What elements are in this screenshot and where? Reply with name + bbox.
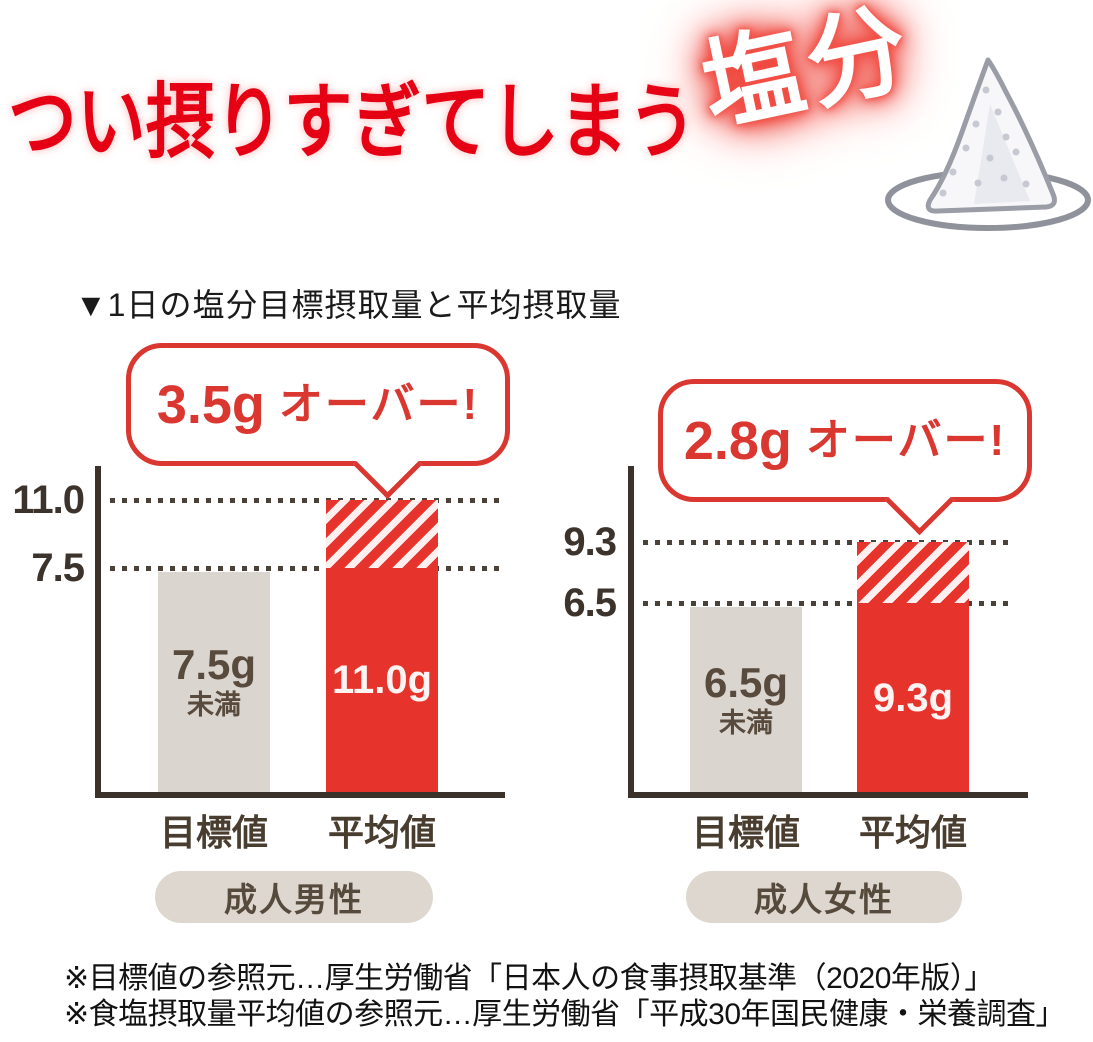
bar-target-note: 未満 xyxy=(187,690,241,721)
x-tick-average: 平均値 xyxy=(327,812,436,853)
y-tick-average: 9.3 xyxy=(563,520,617,564)
bar-target: 6.5g 未満 xyxy=(690,607,802,792)
x-tick-target: 目標値 xyxy=(159,812,268,853)
bar-average-value: 9.3g xyxy=(872,675,954,720)
y-tick-target: 6.5 xyxy=(563,581,617,625)
group-pill-female: 成人女性 xyxy=(686,871,962,923)
callout-value: 3.5g xyxy=(156,374,265,435)
callout-value: 2.8g xyxy=(683,410,792,471)
guide-line-target xyxy=(643,601,1013,606)
salt-pile-icon xyxy=(885,57,1091,231)
bar-target-value: 7.5g xyxy=(171,641,257,689)
bar-target: 7.5g 未満 xyxy=(158,572,270,792)
guide-line-average xyxy=(643,540,1013,545)
footnote-average-source: ※食塩摂取量平均値の参照元…厚生労働省「平成30年国民健康・栄養調査」 xyxy=(64,998,1066,1031)
bar-target-note: 未満 xyxy=(719,707,773,738)
bar-average-value: 11.0g xyxy=(331,658,433,702)
bar-target-value: 6.5g xyxy=(703,658,789,706)
bar-average: 9.3g xyxy=(857,603,969,792)
guide-line-average xyxy=(110,498,502,503)
y-axis xyxy=(95,466,101,798)
overage-callout: 2.8g オーバー! xyxy=(658,379,1032,536)
y-axis xyxy=(628,466,634,798)
callout-tail-icon xyxy=(884,465,955,536)
callout-suffix: オーバー! xyxy=(278,379,480,429)
callout-tail-icon xyxy=(352,429,423,500)
callout-suffix: オーバー! xyxy=(805,415,1007,465)
bar-average: 11.0g xyxy=(326,568,438,792)
guide-line-target xyxy=(110,566,502,571)
x-tick-target: 目標値 xyxy=(691,812,800,853)
overage-callout: 3.5g オーバー! xyxy=(126,343,510,500)
x-tick-average: 平均値 xyxy=(858,812,967,853)
x-axis xyxy=(628,792,1028,798)
y-tick-average: 11.0 xyxy=(12,478,85,522)
bar-average-overage xyxy=(857,542,969,603)
y-tick-target: 7.5 xyxy=(31,546,85,590)
x-axis xyxy=(95,792,505,798)
footnote-target-source: ※目標値の参照元…厚生労働省「日本人の食事摂取基準（2020年版）」 xyxy=(64,962,994,995)
chart-heading: ▼1日の塩分目標摂取量と平均摂取量 xyxy=(75,287,622,323)
group-pill-male: 成人男性 xyxy=(155,871,433,923)
page-title: つい摂りすぎてしまう xyxy=(8,77,697,168)
footnotes: ※目標値の参照元…厚生労働省「日本人の食事摂取基準（2020年版）」 ※食塩摂取… xyxy=(64,961,1066,1033)
bar-average-overage xyxy=(326,500,438,568)
